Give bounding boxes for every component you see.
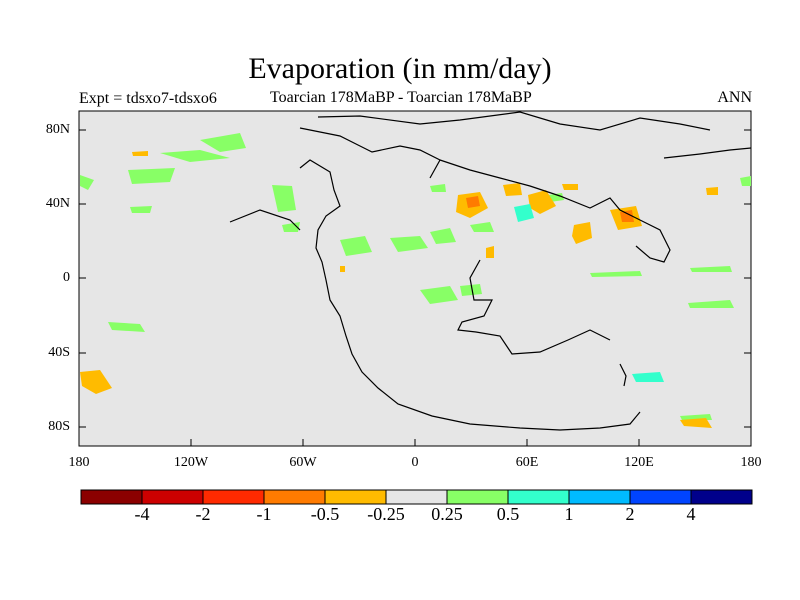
colorbar-box (141, 489, 204, 505)
season-label: ANN (717, 89, 752, 106)
colorbar-label: 2 (625, 504, 635, 524)
colorbar-box (80, 489, 143, 505)
colorbar-box (202, 489, 265, 505)
lat-label-40n: 40N (45, 196, 70, 211)
lon-label-120w: 120W (173, 455, 209, 470)
colorbar-box (263, 489, 326, 505)
map-background (78, 110, 752, 447)
colorbar-label: 0.5 (496, 504, 520, 524)
colorbar-label: -2 (195, 504, 211, 524)
colorbar-box (629, 489, 692, 505)
lat-label-80n: 80N (45, 122, 70, 137)
experiment-label: Expt = tdsxo7-tdsxo6 (79, 90, 217, 107)
positive-anomaly-patches (80, 133, 751, 420)
lon-label-60w: 60W (289, 455, 317, 470)
negative-anomaly-patches (80, 151, 718, 428)
lat-label-40s: 40S (48, 345, 70, 360)
plot-title: Evaporation (in mm/day) (248, 52, 552, 85)
lon-label-60e: 60E (515, 455, 539, 470)
colorbar-label: -0.25 (367, 504, 405, 524)
colorbar-box (568, 489, 631, 505)
lon-label-180e: 180 (740, 455, 762, 470)
colorbar-box (324, 489, 387, 505)
colorbar-box (385, 489, 448, 505)
colorbar-label: 0.25 (431, 504, 463, 524)
colorbar-label: -0.5 (310, 504, 340, 524)
lon-label-180w: 180 (68, 455, 90, 470)
period-label: Toarcian 178MaBP - Toarcian 178MaBP (270, 89, 532, 106)
colorbar-box (446, 489, 509, 505)
lat-label-80s: 80S (48, 419, 70, 434)
lon-label-120e: 120E (624, 455, 654, 470)
colorbar (80, 489, 753, 505)
lon-label-0: 0 (411, 455, 419, 470)
colorbar-label: -1 (256, 504, 272, 524)
coastlines (229, 111, 752, 431)
tick-marks (79, 129, 751, 446)
colorbar-box (690, 489, 753, 505)
colorbar-label: 1 (564, 504, 574, 524)
colorbar-box (507, 489, 570, 505)
lat-label-0: 0 (63, 270, 70, 285)
colorbar-label: 4 (686, 504, 696, 524)
colorbar-label: -4 (134, 504, 150, 524)
